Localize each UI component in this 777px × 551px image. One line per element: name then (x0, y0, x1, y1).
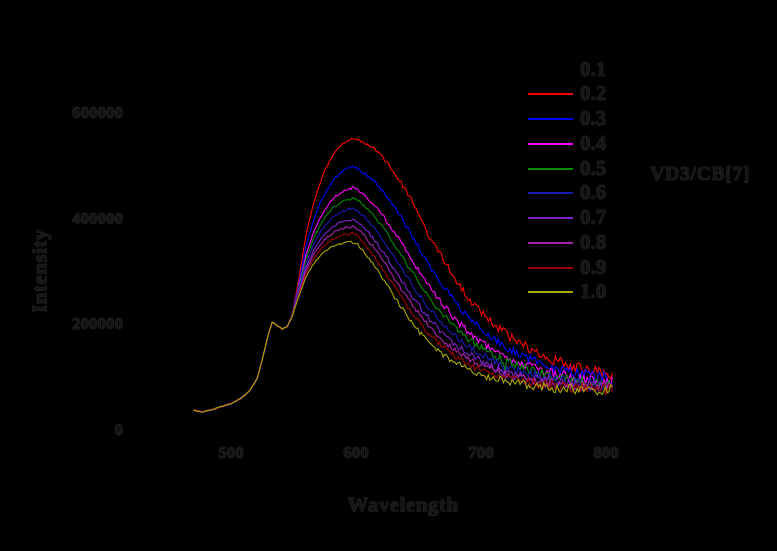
legend-swatch-line (528, 266, 573, 269)
legend-entry-label: 0.6 (580, 180, 607, 205)
y-tick-label: 400000 (72, 208, 123, 228)
x-tick-label: 800 (593, 443, 619, 462)
legend-swatch-line (528, 93, 573, 96)
legend-swatch-line (528, 291, 573, 294)
legend-swatch-line (528, 217, 573, 219)
legend-title: VD3/CB[7] (650, 163, 751, 185)
y-axis-title: Intensity (27, 229, 52, 313)
legend-entry-label: 0.3 (580, 106, 607, 130)
legend-swatch-line (528, 167, 573, 170)
legend-swatch-line (528, 142, 573, 145)
plot-frame (140, 45, 650, 434)
legend-swatch-line (528, 192, 573, 195)
legend-entry-label: 0.8 (580, 229, 607, 254)
x-axis-title: Wavelength (347, 492, 459, 517)
legend-swatch-line (528, 241, 573, 244)
spectrum-curve-1.0 (193, 240, 613, 413)
x-tick-label: 500 (218, 443, 244, 462)
legend-entry-label: 1.0 (580, 279, 607, 304)
legend-entry-label: 0.7 (580, 205, 607, 229)
legend-swatch-line (528, 68, 573, 71)
y-tick-label: 600000 (72, 103, 123, 122)
spectra-curves (193, 123, 613, 413)
legend-entry-label: 0.2 (580, 81, 607, 106)
x-tick-label: 700 (468, 443, 494, 462)
legend-entry-label: 0.5 (580, 155, 607, 180)
x-tick-label: 600 (343, 443, 369, 462)
legend-entry-label: 0.9 (580, 254, 607, 279)
y-tick-label: 200000 (72, 314, 123, 334)
legend-entry-label: 0.1 (580, 56, 607, 81)
legend-swatch-line (528, 118, 573, 120)
legend-entry-label: 0.4 (580, 130, 607, 155)
y-tick-label: 0 (114, 420, 124, 439)
